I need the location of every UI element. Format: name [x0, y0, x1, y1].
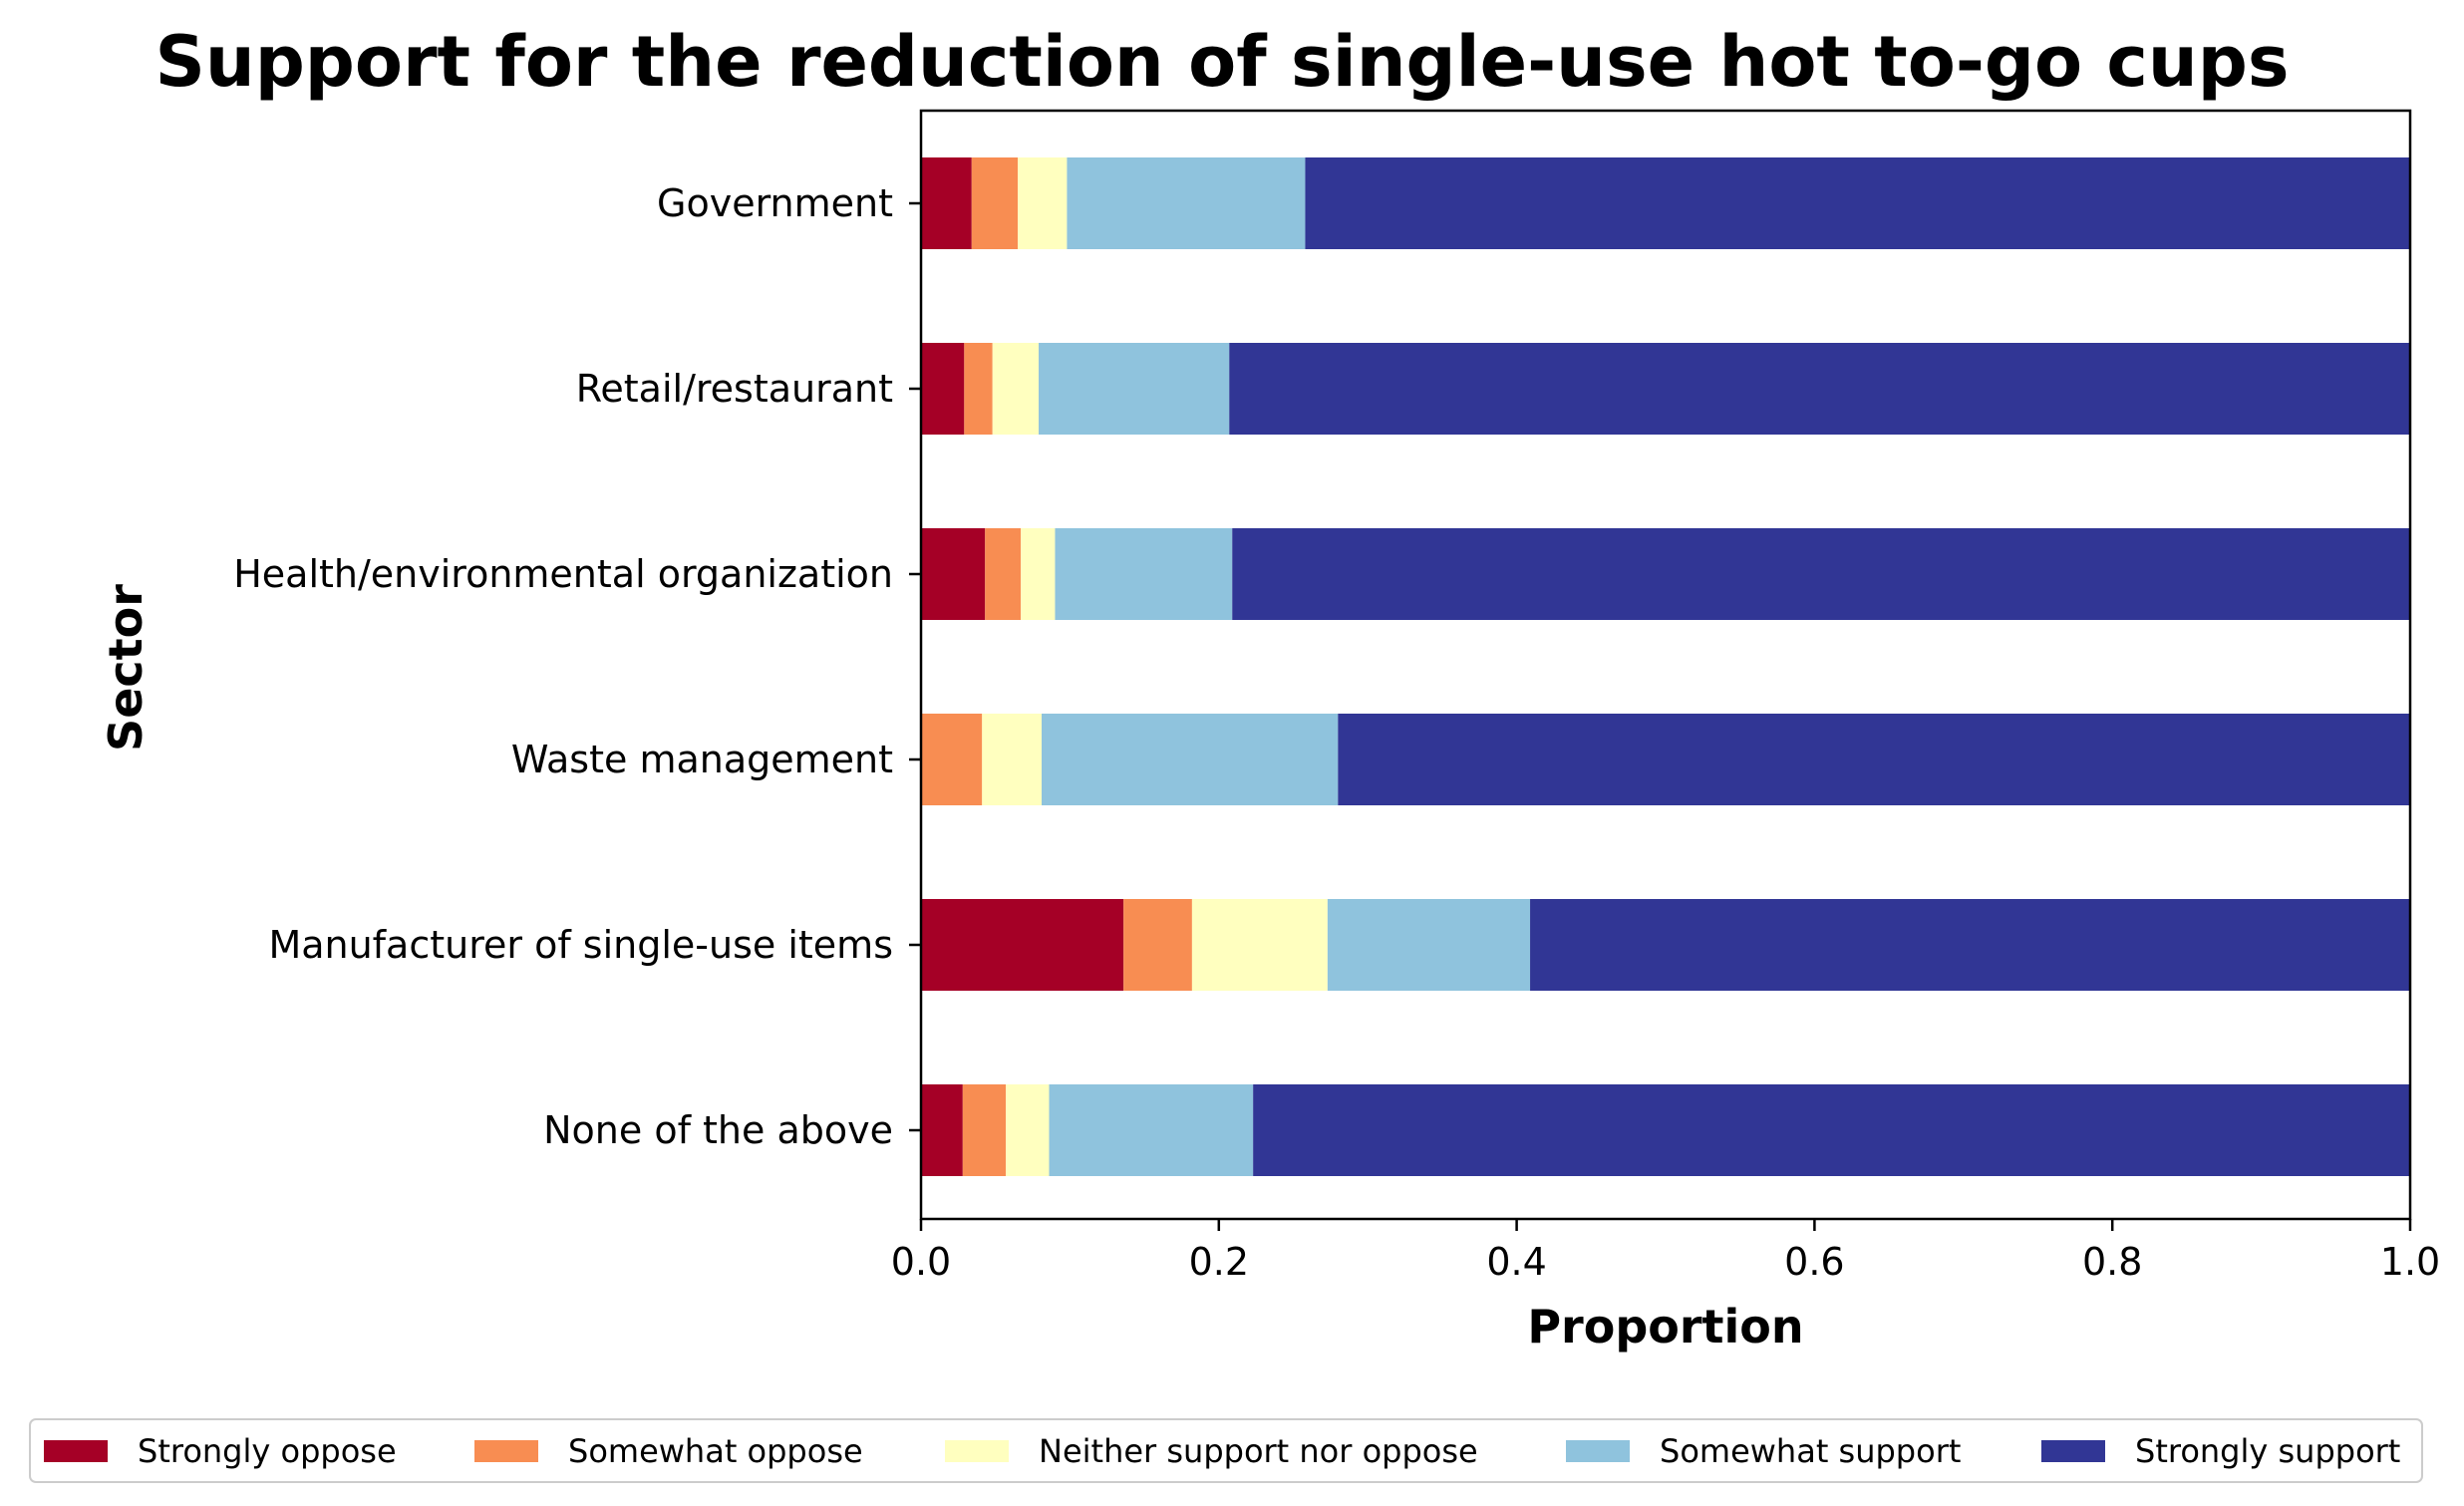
- bar-segment: [1055, 528, 1233, 620]
- bar-segment: [1123, 899, 1192, 991]
- legend-label: Strongly oppose: [138, 1432, 397, 1470]
- bar-segment: [985, 528, 1022, 620]
- legend-frame: [29, 1418, 2423, 1483]
- bar-segment: [1191, 899, 1328, 991]
- bar-segment: [1232, 528, 2410, 620]
- bar-segment: [964, 343, 993, 435]
- bar-segment: [921, 157, 972, 249]
- bar-segment: [1327, 899, 1531, 991]
- x-axis-label: Proportion: [1527, 1300, 1803, 1354]
- bar-segment: [1006, 1084, 1050, 1176]
- bar-segment: [1021, 528, 1056, 620]
- y-tick-label: Manufacturer of single-use items: [268, 923, 893, 967]
- bar-segment: [921, 343, 965, 435]
- x-tick-label: 0.2: [1189, 1240, 1249, 1284]
- x-tick-label: 0.6: [1784, 1240, 1844, 1284]
- x-tick-label: 1.0: [2380, 1240, 2440, 1284]
- legend-label: Somewhat support: [1660, 1432, 1961, 1470]
- bar-segment: [1049, 1084, 1254, 1176]
- bar-segment: [1039, 343, 1230, 435]
- legend-swatch: [945, 1440, 1009, 1462]
- y-tick-label: Retail/restaurant: [576, 367, 893, 411]
- legend: Strongly oppose Somewhat oppose Neither su…: [29, 1418, 2423, 1483]
- bar-segment: [1018, 157, 1068, 249]
- bar-segment: [1042, 714, 1339, 805]
- y-tick-label: Health/environmental organization: [233, 552, 893, 596]
- legend-label: Somewhat oppose: [568, 1432, 863, 1470]
- bar-segment: [1305, 157, 2410, 249]
- legend-label: Neither support nor oppose: [1039, 1432, 1478, 1470]
- bar-segment: [921, 714, 983, 805]
- bar-segment: [921, 1084, 963, 1176]
- plot-area-frame: [919, 109, 2412, 1221]
- bar-segment: [1067, 157, 1306, 249]
- x-tick-label: 0.4: [1486, 1240, 1546, 1284]
- bar-segment: [921, 528, 986, 620]
- legend-swatch: [474, 1440, 538, 1462]
- legend-swatch: [1566, 1440, 1630, 1462]
- legend-swatch: [2041, 1440, 2105, 1462]
- bar-segment: [992, 343, 1040, 435]
- y-tick-label: Government: [657, 181, 893, 225]
- bar-segment: [1229, 343, 2410, 435]
- y-tick-label: None of the above: [543, 1108, 893, 1152]
- bar-segment: [1338, 714, 2410, 805]
- bar-segment: [971, 157, 1019, 249]
- x-tick-label: 0.8: [2082, 1240, 2142, 1284]
- bar-segment: [1530, 899, 2410, 991]
- bar-segment: [982, 714, 1043, 805]
- bars-group: [921, 157, 2410, 1176]
- bar-segment: [962, 1084, 1007, 1176]
- x-tick-label: 0.0: [891, 1240, 951, 1284]
- legend-swatch: [44, 1440, 108, 1462]
- legend-label: Strongly support: [2135, 1432, 2400, 1470]
- bar-segment: [1253, 1084, 2410, 1176]
- x-axis: 0.0 0.2 0.4 0.6 0.8 1.0: [891, 1219, 2440, 1284]
- y-tick-label: Waste management: [511, 738, 893, 781]
- chart-title: Support for the reduction of single-use …: [154, 21, 2289, 103]
- y-axis: Government Retail/restaurant Health/enviro…: [233, 181, 921, 1152]
- y-axis-label: Sector: [99, 584, 153, 752]
- bar-segment: [921, 899, 1124, 991]
